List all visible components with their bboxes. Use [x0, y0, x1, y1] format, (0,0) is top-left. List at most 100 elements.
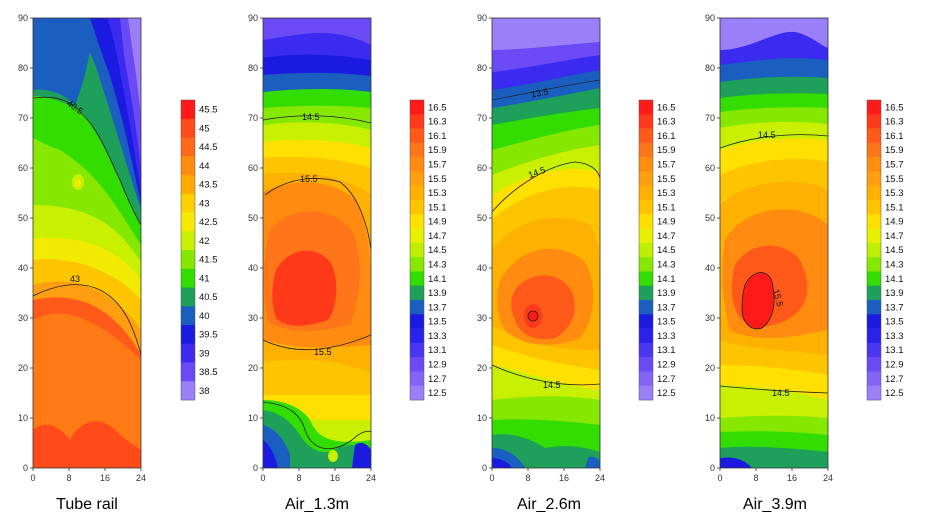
colorbar-swatch — [639, 342, 653, 358]
colorbar-label: 15.3 — [885, 188, 904, 199]
y-tick-label: 30 — [248, 313, 258, 323]
colorbar-swatch — [639, 185, 653, 201]
y-tick-label: 70 — [477, 113, 487, 123]
colorbar-swatch — [181, 118, 195, 138]
colorbar-air-1-3m: 16.5 16.3 16.1 15.9 15.7 15.5 15.3 15.1 14.9 14.7… — [409, 99, 447, 401]
colorbar-swatch — [410, 157, 424, 172]
colorbar-label: 13.7 — [428, 302, 447, 313]
colorbar-label: 16.3 — [428, 117, 447, 128]
colorbar-label: 12.7 — [885, 374, 904, 385]
colorbar-label: 14.1 — [657, 274, 676, 285]
colorbar-label: 13.9 — [657, 288, 676, 299]
colorbar-label: 12.5 — [657, 388, 676, 399]
colorbar-tube-rail: 45.5 45 44.5 44 43.5 43 42.5 42 41.5 41 40.5 40 39.5… — [180, 99, 218, 401]
x-tick-label: 8 — [296, 473, 301, 483]
colorbar-label: 15.1 — [885, 202, 904, 213]
colorbar-swatch — [639, 371, 653, 387]
colorbar-swatch — [639, 314, 653, 329]
panel-air-1-3m: 14.5 15.5 15.5 0 8 16 24 0 10 20 30 40 50 60 70 80 90… — [248, 13, 447, 513]
y-tick-label: 50 — [18, 213, 28, 223]
x-tick-label: 16 — [559, 473, 569, 483]
colorbar-swatch — [639, 200, 653, 215]
colorbar-swatch — [639, 242, 653, 258]
panel-air-3-9m: 14.5 15.5 14.5 0 8 16 24 0 10 20 30 40 50 60 70 80 90… — [705, 13, 904, 513]
colorbar-swatch — [181, 231, 195, 251]
colorbar-swatch — [867, 171, 881, 187]
colorbar-swatch — [181, 306, 195, 326]
contour-label: 14.5 — [772, 388, 790, 398]
colorbar-label: 45 — [199, 123, 210, 134]
colorbar-swatch — [410, 242, 424, 258]
colorbar-label: 13.1 — [885, 345, 904, 356]
plot-frame-tube-rail — [32, 17, 142, 469]
colorbar-label: 12.9 — [885, 359, 904, 370]
y-tick-label: 10 — [248, 413, 258, 423]
colorbar-label: 43.5 — [199, 180, 218, 191]
colorbar-label: 16.1 — [885, 131, 904, 142]
plot-frame-air-3-9m — [719, 17, 829, 469]
y-tick-label: 50 — [705, 213, 715, 223]
colorbar-swatch — [867, 371, 881, 387]
y-tick-label: 50 — [477, 213, 487, 223]
colorbar-label: 13.5 — [885, 317, 904, 328]
colorbar-label: 12.5 — [885, 388, 904, 399]
colorbar-label: 14.1 — [428, 274, 447, 285]
colorbar-label: 15.5 — [428, 174, 447, 185]
contour-label: 15.5 — [314, 347, 332, 357]
colorbar-label: 39.5 — [199, 330, 218, 341]
panel-title: Air_3.9m — [743, 496, 807, 513]
colorbar-label: 42 — [199, 236, 210, 247]
colorbar-label: 12.5 — [428, 388, 447, 399]
y-tick-label: 40 — [18, 263, 28, 273]
colorbar-swatch — [867, 342, 881, 358]
plot-frame-air-1-3m — [262, 17, 372, 469]
colorbar-label: 12.7 — [428, 374, 447, 385]
colorbar-swatch — [639, 214, 653, 229]
colorbar-air-2-6m: 16.5 16.3 16.1 15.9 15.7 15.5 15.3 15.1 14.9 14.7… — [638, 99, 676, 401]
colorbar-swatch — [867, 157, 881, 172]
colorbar-label: 44 — [199, 161, 210, 172]
colorbar-swatch — [867, 257, 881, 272]
colorbar-label: 15.5 — [657, 174, 676, 185]
colorbar-swatch — [639, 157, 653, 172]
colorbar-swatch — [181, 287, 195, 307]
colorbar-swatch — [867, 228, 881, 244]
colorbar-swatch — [410, 100, 424, 115]
colorbar-swatch — [639, 114, 653, 129]
colorbar-label: 13.7 — [657, 302, 676, 313]
y-tick-label: 60 — [705, 163, 715, 173]
colorbar-swatch — [867, 328, 881, 344]
y-tick-label: 40 — [248, 263, 258, 273]
colorbar-label: 38 — [199, 386, 210, 397]
colorbar-label: 14.5 — [428, 245, 447, 256]
colorbar-label: 40 — [199, 311, 210, 322]
y-tick-label: 0 — [23, 463, 28, 473]
colorbar-swatch — [639, 142, 653, 158]
colorbar-label: 15.7 — [885, 159, 904, 170]
colorbar-label: 13.5 — [428, 317, 447, 328]
colorbar-swatch — [410, 371, 424, 387]
x-tick-label: 24 — [136, 473, 146, 483]
colorbar-label: 16.3 — [885, 117, 904, 128]
y-tick-label: 0 — [253, 463, 258, 473]
colorbar-swatch — [867, 385, 881, 401]
colorbar-swatch — [410, 285, 424, 301]
colorbar-label: 14.5 — [657, 245, 676, 256]
y-tick-label: 50 — [248, 213, 258, 223]
x-tick-label: 8 — [753, 473, 758, 483]
y-tick-label: 70 — [248, 113, 258, 123]
colorbar-swatch — [639, 357, 653, 372]
y-tick-label: 60 — [477, 163, 487, 173]
y-tick-label: 10 — [477, 413, 487, 423]
panel-title: Air_1.3m — [285, 496, 349, 513]
colorbar-label: 38.5 — [199, 367, 218, 378]
y-tick-label: 80 — [705, 63, 715, 73]
x-tick-label: 16 — [787, 473, 797, 483]
x-tick-label: 16 — [330, 473, 340, 483]
colorbar-swatch — [181, 381, 195, 401]
colorbar-swatch — [181, 193, 195, 213]
colorbar-label: 16.1 — [657, 131, 676, 142]
contour-label: 13.5 — [530, 87, 549, 100]
y-tick-label: 20 — [18, 363, 28, 373]
